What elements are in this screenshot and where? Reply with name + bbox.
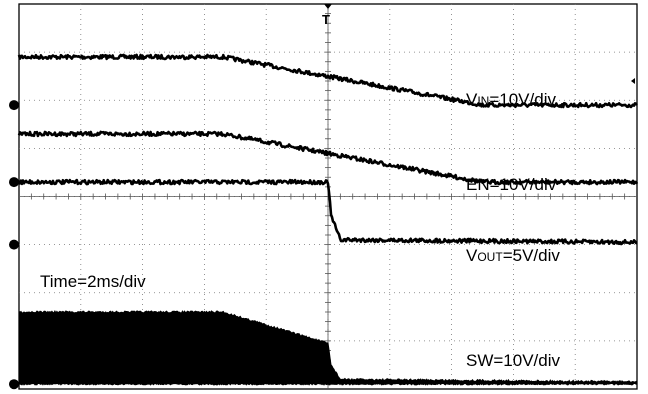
traces: [17, 53, 639, 386]
vout-label: VOUT=5V/div: [466, 246, 560, 265]
ground-marker-vout: [9, 239, 19, 250]
trigger-marker: T: [322, 12, 330, 27]
trace-vout: [18, 178, 638, 246]
ground-markers: [9, 4, 635, 390]
ground-marker-en: [9, 177, 19, 188]
ground-marker-sw: [9, 379, 19, 390]
sw-label: SW=10V/div: [466, 351, 561, 370]
time-label: Time=2ms/div: [40, 272, 146, 291]
ground-marker-vin: [9, 100, 19, 111]
trigger-position-arrow: [324, 4, 332, 9]
trace-sw: [18, 309, 638, 386]
trace-vin: [17, 53, 638, 109]
en-label: EN=10V/div: [466, 175, 557, 194]
vin-label: VIN=10V/div: [466, 90, 556, 109]
trigger-level-arrow: [631, 78, 635, 84]
trace-en: [17, 130, 639, 186]
